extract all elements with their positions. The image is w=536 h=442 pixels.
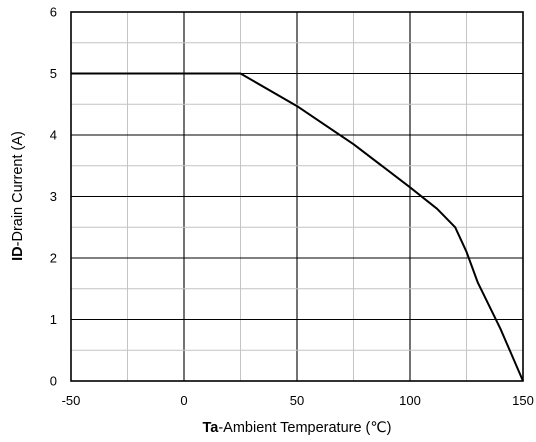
y-tick-label: 3: [50, 189, 57, 204]
x-axis-label: Ta-Ambient Temperature (℃): [202, 420, 391, 436]
y-tick-label: 2: [50, 251, 57, 266]
series-line-0: [71, 72, 524, 382]
y-tick-label: 0: [50, 374, 57, 389]
x-tick-labels: -50 0 50 100 150: [62, 393, 534, 408]
series-layer: [71, 72, 524, 382]
x-tick-label: 150: [512, 393, 534, 408]
grid: [71, 12, 523, 381]
x-tick-label: 50: [290, 393, 304, 408]
x-axis-label-suffix: -Ambient Temperature (℃): [218, 420, 391, 436]
x-tick-label: 100: [399, 393, 421, 408]
y-axis-label: ID-Drain Current (A): [10, 131, 26, 261]
y-axis-label-suffix: -Drain Current (A): [10, 131, 26, 246]
x-axis-label-prefix: Ta: [202, 420, 219, 436]
y-tick-label: 4: [50, 128, 57, 143]
y-axis-label-prefix: ID: [10, 246, 26, 261]
x-tick-label: -50: [62, 393, 81, 408]
plot-frame: [70, 11, 524, 382]
y-tick-label: 1: [50, 312, 57, 327]
x-tick-label: 0: [180, 393, 187, 408]
y-tick-label: 6: [50, 5, 57, 20]
y-tick-labels: 0 1 2 3 4 5 6: [50, 5, 57, 389]
y-tick-label: 5: [50, 66, 57, 81]
